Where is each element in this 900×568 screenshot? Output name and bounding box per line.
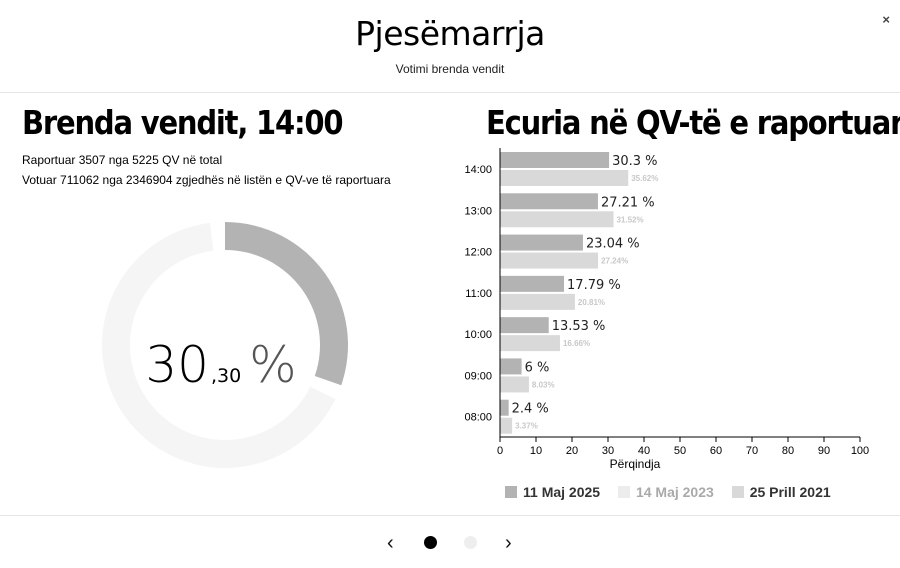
donut-value: 30,30% (145, 336, 296, 394)
bar[interactable] (500, 170, 629, 186)
category-label: 08:00 (464, 412, 492, 424)
bar[interactable] (500, 211, 614, 228)
bar[interactable] (500, 317, 549, 334)
x-tick-label: 90 (818, 445, 830, 457)
legend-label-2021: 25 Prill 2021 (749, 484, 831, 500)
x-tick-label: 80 (782, 445, 794, 457)
donut-value-unit: % (249, 336, 297, 394)
voted-count-text: Votuar 711062 nga 2346904 zgjedhës në li… (22, 173, 391, 187)
category-label: 09:00 (464, 370, 492, 382)
data-label: 23.04 % (586, 237, 640, 252)
x-axis-title: Përqindja (610, 457, 661, 471)
category-label: 10:00 (464, 329, 492, 341)
x-tick-label: 70 (746, 445, 758, 457)
bar[interactable] (500, 293, 575, 310)
reported-stations-text: Raportuar 3507 nga 5225 QV në total (22, 153, 223, 167)
close-icon[interactable]: × (882, 12, 890, 27)
pager-dot-1[interactable] (424, 536, 437, 549)
data-label: 27.21 % (601, 195, 655, 210)
data-label: 35.62% (631, 174, 658, 183)
next-arrow-icon[interactable]: › (505, 532, 512, 554)
category-label: 13:00 (464, 205, 492, 217)
bar[interactable] (500, 399, 509, 416)
prev-arrow-icon[interactable]: ‹ (387, 532, 394, 554)
x-tick-label: 60 (710, 445, 722, 457)
page-subtitle: Votimi brenda vendit (395, 62, 505, 76)
donut-value-fraction: ,30 (211, 365, 241, 387)
pager: ‹ › (0, 515, 900, 568)
legend-label-2025: 11 Maj 2025 (523, 484, 601, 500)
bar[interactable] (500, 152, 610, 168)
donut-fill (225, 222, 348, 386)
bar[interactable] (500, 193, 598, 210)
data-label: 3.37% (515, 422, 538, 431)
category-label: 14:00 (464, 164, 492, 176)
legend-swatch-2023 (617, 486, 630, 498)
bar[interactable] (500, 252, 599, 269)
bar[interactable] (500, 358, 522, 375)
pager-dot-2[interactable] (464, 536, 477, 549)
category-label: 12:00 (464, 247, 492, 259)
chart-legend: 11 Maj 2025 14 Maj 2023 25 Prill 2021 (505, 484, 845, 500)
data-label: 27.24% (601, 257, 628, 266)
legend-item-2023[interactable]: 14 Maj 2023 (617, 484, 714, 500)
data-label: 16.66% (563, 339, 590, 348)
category-label: 11:00 (465, 288, 492, 300)
bar[interactable] (500, 234, 583, 251)
x-tick-label: 100 (851, 445, 869, 457)
x-tick-label: 30 (602, 445, 614, 457)
data-label: 31.52% (616, 215, 643, 224)
data-label: 20.81% (578, 298, 605, 307)
right-heading: Ecuria në QV-të e raportuara (486, 104, 900, 143)
data-label: 6 % (525, 360, 550, 375)
x-tick-label: 50 (674, 445, 686, 457)
x-tick-label: 10 (530, 445, 542, 457)
x-tick-label: 40 (638, 445, 650, 457)
legend-swatch-2021 (731, 486, 744, 498)
bar[interactable] (500, 275, 565, 292)
bar[interactable] (500, 335, 560, 352)
data-label: 2.4 % (512, 402, 549, 417)
data-label: 8.03% (532, 380, 555, 389)
modal-header: Pjesëmarrja Votimi brenda vendit (0, 0, 900, 93)
left-heading: Brenda vendit, 14:00 (22, 104, 344, 143)
turnout-donut: 30,30% (101, 222, 348, 469)
legend-item-2025[interactable]: 11 Maj 2025 (505, 484, 600, 500)
x-tick-label: 20 (566, 445, 578, 457)
bar[interactable] (500, 417, 513, 434)
data-label: 13.53 % (552, 319, 606, 334)
turnout-bar-chart: 14:00 30.3 % 35.62% 13:00 27.21 % 31.52% 12:00… (464, 148, 869, 471)
data-label: 17.79 % (567, 278, 621, 293)
legend-label-2023: 14 Maj 2023 (635, 484, 714, 500)
x-tick-label: 0 (497, 445, 503, 457)
data-label: 30.3 % (612, 154, 657, 169)
donut-value-whole: 30 (145, 336, 209, 394)
page-title: Pjesëmarrja (355, 14, 545, 53)
legend-item-2021[interactable]: 25 Prill 2021 (731, 484, 831, 500)
legend-swatch-2025 (505, 486, 517, 498)
bar[interactable] (500, 376, 529, 393)
